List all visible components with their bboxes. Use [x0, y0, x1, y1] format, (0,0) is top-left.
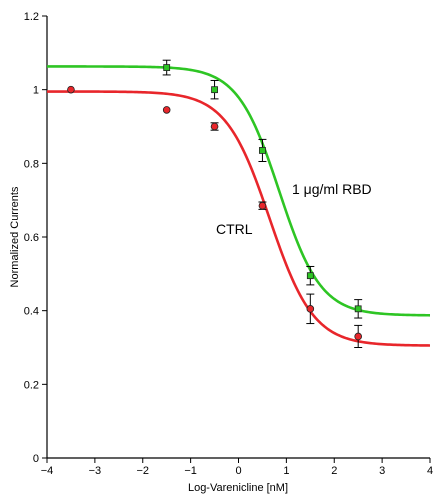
y-tick-label: 1.2 — [24, 11, 39, 23]
fit-curve — [47, 90, 431, 347]
x-tick-label: 4 — [427, 465, 433, 477]
y-tick-label: 0.8 — [24, 158, 39, 170]
x-tick-label: −1 — [184, 465, 197, 477]
y-tick-label: 0.6 — [24, 232, 39, 244]
axes — [46, 16, 430, 459]
data-point — [354, 305, 362, 313]
x-tick-label: 0 — [235, 465, 241, 477]
x-tick-label: 2 — [331, 465, 337, 477]
x-tick-label: −3 — [89, 465, 102, 477]
data-points — [67, 59, 363, 348]
x-tick-label: 3 — [379, 465, 385, 477]
fit-curves — [47, 65, 431, 347]
data-point — [210, 122, 219, 131]
y-tick-label: 0.4 — [24, 306, 39, 318]
series-label-ctrl: CTRL — [216, 221, 253, 237]
x-tick-label: 1 — [283, 465, 289, 477]
x-tick-label: −4 — [41, 465, 54, 477]
data-point — [306, 272, 314, 280]
data-point — [259, 147, 266, 154]
data-point — [354, 332, 362, 341]
y-tick-label: 0 — [33, 453, 39, 465]
series-label-rbd: 1 μg/ml RBD — [292, 181, 372, 197]
data-point — [163, 64, 171, 71]
y-tick-label: 0.2 — [24, 379, 39, 391]
data-point — [67, 85, 75, 94]
data-point — [306, 305, 315, 313]
y-axis-title: Normalized Currents — [9, 186, 21, 287]
y-tick-label: 1 — [33, 85, 39, 97]
data-point — [162, 106, 171, 114]
fit-curve — [47, 65, 431, 317]
x-tick-label: −2 — [136, 465, 149, 477]
labels: Log-Varenicline [nM] Normalized Currents… — [9, 181, 372, 494]
data-point — [258, 201, 267, 210]
ticks: −4 −3 −2 −1 0 1 2 3 4 0 0.2 0.4 0.6 0.8 1 1.2 — [24, 11, 433, 477]
data-point — [211, 86, 218, 94]
x-axis-title: Log-Varenicline [nM] — [188, 482, 288, 494]
